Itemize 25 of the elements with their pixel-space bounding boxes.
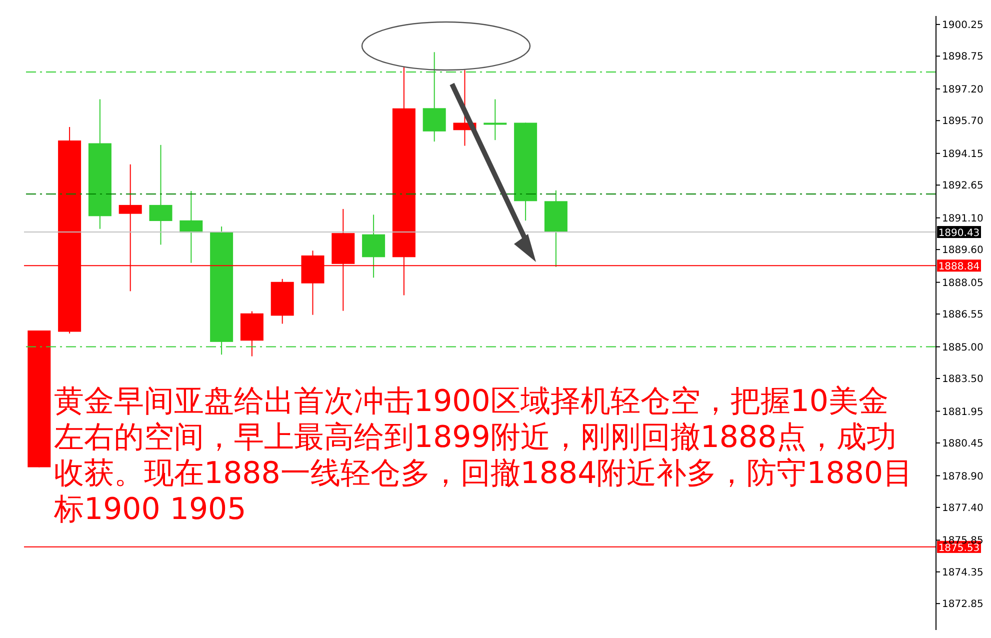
y-tick-label: 1881.95 [942,406,984,418]
ref-line-label: 1888.84 [938,262,980,273]
y-tick-label: 1885.00 [942,342,984,354]
y-tick-label: 1889.60 [942,245,984,256]
y-tick-label: 1895.70 [942,116,984,128]
y-tick-label: 1892.65 [942,180,984,192]
candlestick [362,214,386,278]
y-tick-label: 1891.10 [942,213,984,224]
ref-line-label: 1890.43 [938,228,980,240]
y-tick-label: 1883.50 [942,374,984,386]
candlestick [180,190,203,264]
y-tick-label: 1880.45 [942,438,984,450]
y-tick-label: 1900.25 [942,20,984,32]
y-tick-label: 1886.55 [942,310,984,321]
y-tick-label: 1894.15 [942,148,984,160]
y-tick-label: 1898.75 [942,52,984,63]
candlestick [149,144,172,246]
y-tick-label: 1878.90 [942,471,984,482]
candlestick [484,98,507,141]
y-tick-label: 1872.85 [942,599,984,610]
annotation: 黄金早间亚盘给出首次冲击1900区域择机轻仓空，把握10美金左右的空间，早上最高给到1899附近，刚刚回撤1888点，成功收获。现在1888一线轻仓多，回撤1884附近补多，防守1880目标1900 1905 [54,384,914,528]
y-tick-label: 1888.05 [942,278,984,289]
y-tick-label: 1877.40 [942,502,984,514]
y-tick-label: 1874.35 [942,567,984,578]
y-tick-label: 1897.20 [942,84,984,96]
